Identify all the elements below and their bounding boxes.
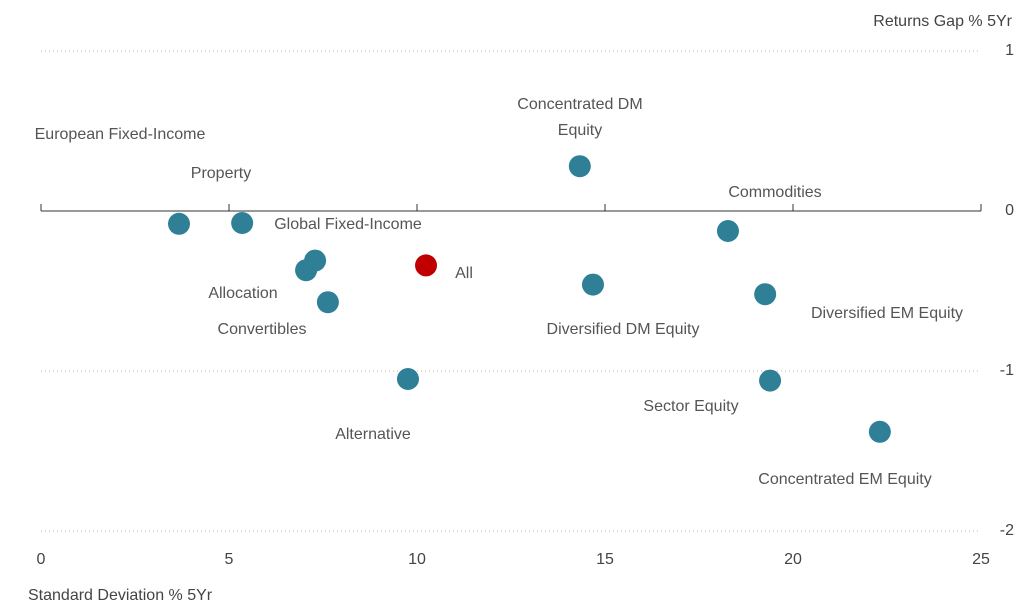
y-tick-label: 1	[1005, 42, 1014, 59]
point-label: Diversified DM Equity	[540, 319, 706, 341]
point-label: Sector Equity	[637, 396, 745, 418]
y-axis-title: Returns Gap % 5Yr	[873, 13, 1012, 30]
point	[316, 291, 339, 314]
point-label: Global Fixed-Income	[268, 214, 428, 236]
point	[581, 273, 604, 296]
point-label: Concentrated DM Equity	[499, 90, 661, 146]
point-label: European Fixed-Income	[28, 124, 212, 146]
point-label: Concentrated EM Equity	[752, 469, 938, 491]
point-label: Diversified EM Equity	[804, 303, 970, 325]
y-tick-label: 0	[1005, 202, 1014, 219]
point	[415, 254, 438, 277]
point-label: Property	[184, 163, 258, 185]
point-label: All	[449, 263, 479, 285]
point	[231, 212, 254, 234]
x-tick-label: 15	[596, 551, 614, 568]
y-tick-label: -2	[1000, 522, 1014, 539]
point-label: Commodities	[722, 182, 828, 204]
point	[716, 220, 739, 242]
point	[754, 283, 777, 306]
point	[568, 155, 591, 178]
x-axis-title: Standard Deviation % 5Yr	[28, 587, 213, 604]
point	[868, 420, 891, 443]
x-tick-label: 0	[37, 551, 46, 568]
point	[396, 368, 419, 390]
point	[295, 259, 318, 282]
point	[759, 369, 782, 392]
point	[167, 212, 190, 235]
y-tick-label: -1	[1000, 362, 1014, 379]
x-tick-label: 10	[408, 551, 426, 568]
x-tick-label: 5	[225, 551, 234, 568]
x-tick-label: 25	[972, 551, 990, 568]
x-tick-label: 20	[784, 551, 802, 568]
point-label: Allocation	[202, 283, 284, 305]
point-label: Convertibles	[211, 319, 313, 341]
point-label: Alternative	[329, 424, 417, 446]
